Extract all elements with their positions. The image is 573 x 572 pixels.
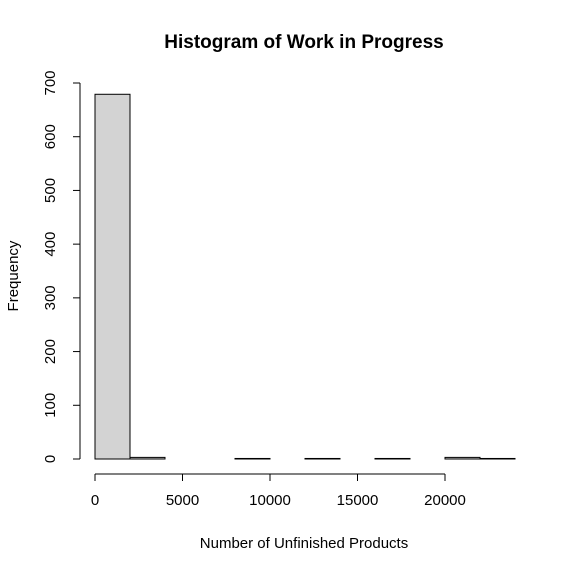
y-tick-label: 500 <box>42 178 59 203</box>
x-axis-label: Number of Unfinished Products <box>200 535 408 552</box>
histogram-bar <box>444 456 481 460</box>
histogram-bar <box>374 457 411 460</box>
y-axis-label: Frequency <box>5 240 22 311</box>
histogram-bar <box>304 457 341 460</box>
y-tick-label: 0 <box>42 455 59 463</box>
y-tick-label: 200 <box>42 339 59 364</box>
x-tick-label: 10000 <box>249 492 291 509</box>
y-tick-label: 600 <box>42 124 59 149</box>
bars-group <box>94 93 516 460</box>
histogram-bar <box>479 457 516 460</box>
y-tick-label: 700 <box>42 70 59 95</box>
y-axis: 0 100 200 300 400 500 600 700 <box>42 70 81 463</box>
x-tick-label: 20000 <box>424 492 466 509</box>
x-tick-label: 5000 <box>166 492 199 509</box>
x-tick-label: 0 <box>91 492 99 509</box>
histogram-bar <box>234 457 271 460</box>
y-tick-label: 400 <box>42 232 59 257</box>
chart-title: Histogram of Work in Progress <box>164 32 443 53</box>
x-tick-label: 15000 <box>337 492 379 509</box>
y-tick-label: 300 <box>42 285 59 310</box>
y-tick-label: 100 <box>42 393 59 418</box>
x-axis: 0 5000 10000 15000 20000 <box>91 473 466 509</box>
histogram-bar <box>94 93 131 460</box>
histogram-bar <box>129 456 166 460</box>
